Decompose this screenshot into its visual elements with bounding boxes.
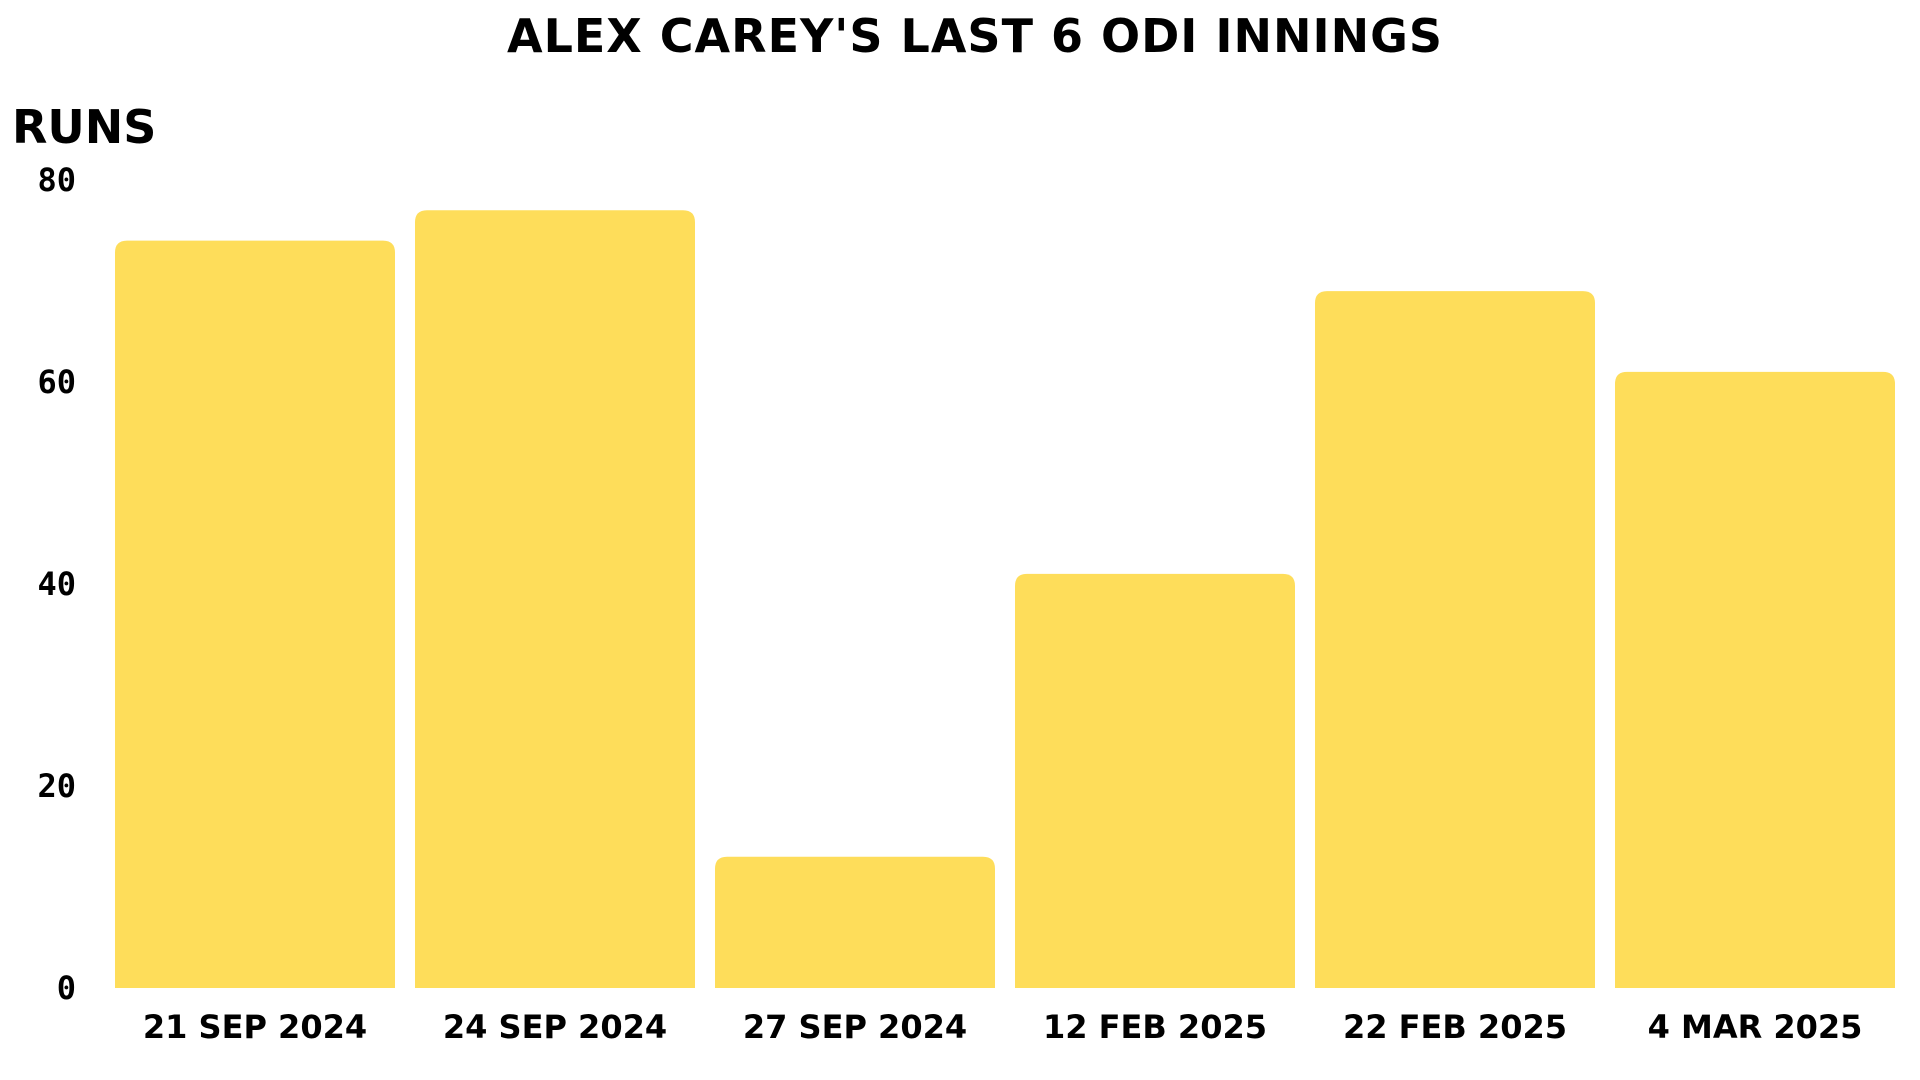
bar (1615, 371, 1895, 988)
y-axis-ticks: 0 20 40 60 80 (37, 161, 76, 1007)
x-tick-label: 22 FEB 2025 (1343, 1008, 1567, 1046)
chart-title: ALEX CAREY'S LAST 6 ODI INNINGS (507, 9, 1443, 63)
bars (115, 210, 1895, 989)
x-tick-label: 24 SEP 2024 (443, 1008, 667, 1046)
y-tick-label: 40 (37, 565, 76, 603)
x-tick-label: 12 FEB 2025 (1043, 1008, 1267, 1046)
y-axis-label: RUNS (12, 100, 156, 154)
bar (1315, 291, 1595, 989)
bar (415, 210, 695, 989)
y-tick-label: 0 (57, 969, 76, 1007)
x-tick-label: 4 MAR 2025 (1648, 1008, 1863, 1046)
bar (715, 856, 995, 988)
x-axis-labels: 21 SEP 2024 24 SEP 2024 27 SEP 2024 12 FEB … (143, 1008, 1863, 1046)
x-tick-label: 27 SEP 2024 (743, 1008, 967, 1046)
x-tick-label: 21 SEP 2024 (143, 1008, 367, 1046)
y-tick-label: 20 (37, 767, 76, 805)
bar (115, 240, 395, 989)
y-tick-label: 60 (37, 363, 76, 401)
y-tick-label: 80 (37, 161, 76, 199)
bar (1015, 573, 1295, 988)
